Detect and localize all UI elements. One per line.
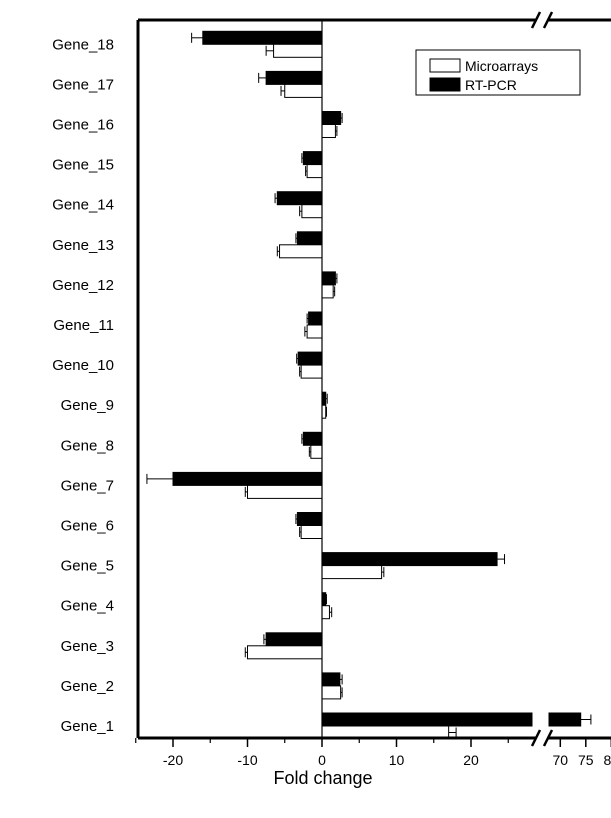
legend: Microarrays RT-PCR: [415, 49, 581, 96]
rt-pcr-bar: [321, 712, 533, 727]
axis-break-mark: [542, 11, 554, 29]
rt-pcr-bar: [202, 30, 323, 45]
rt-pcr-bar: [321, 271, 336, 286]
legend-label-microarrays: Microarrays: [465, 58, 538, 74]
microarray-bar: [321, 605, 330, 620]
rt-pcr-bar: [172, 471, 323, 486]
x-tick-label: 20: [463, 752, 479, 768]
gene-label: Gene_17: [52, 76, 114, 93]
error-bars: [146, 32, 592, 738]
rt-pcr-bar: [308, 311, 323, 326]
microarray-bar: [321, 124, 336, 138]
rt-pcr-bar: [265, 70, 323, 85]
rt-pcr-bar-continued: [548, 712, 582, 727]
gene-label: Gene_13: [52, 237, 114, 254]
gene-labels: Gene_1 Gene_2 Gene_3 Gene_4 Gene_5 Gene_6 Gene…: [52, 36, 114, 735]
rt-pcr-bar: [321, 552, 498, 567]
microarray-bar: [284, 83, 323, 98]
rt-pcr-bar: [321, 111, 342, 125]
x-tick-label: 75: [578, 752, 594, 768]
microarray-bar: [247, 645, 323, 660]
rt-pcr-bar: [297, 351, 323, 366]
x-tick-label: -20: [163, 752, 183, 768]
x-tick-label: 70: [553, 752, 569, 768]
x-tick-label: 80: [604, 752, 611, 768]
rt-pcr-bar: [276, 191, 323, 206]
legend-swatch-microarrays: [429, 58, 461, 73]
gene-label: Gene_16: [52, 117, 114, 134]
rt-pcr-bar: [296, 231, 323, 246]
microarray-bar: [273, 43, 323, 58]
gene-label: Gene_10: [52, 357, 114, 374]
x-ticks: -20 -10 0 10 20 70 75 80: [135, 738, 611, 768]
x-axis-label: Fold change: [273, 768, 372, 788]
rt-pcr-bar: [265, 632, 323, 647]
microarray-bar: [321, 284, 334, 299]
microarray-bar: [321, 685, 342, 700]
gene-label: Gene_2: [61, 678, 114, 695]
microarray-bar: [301, 204, 323, 219]
rt-pcr-bar: [296, 512, 323, 526]
gene-label: Gene_5: [61, 558, 114, 575]
gene-label: Gene_4: [61, 598, 114, 615]
bars: [172, 30, 582, 740]
axis-break-mark: [530, 11, 542, 29]
axis-break-mark: [530, 729, 542, 747]
microarray-bar: [310, 444, 323, 459]
microarray-bar: [321, 565, 383, 580]
legend-label-rt-pcr: RT-PCR: [465, 77, 517, 93]
gene-label: Gene_6: [61, 518, 114, 535]
plot-frame: [136, 11, 611, 747]
microarray-bar: [306, 164, 323, 179]
microarray-bar: [279, 244, 323, 259]
gene-label: Gene_11: [53, 317, 114, 334]
microarray-bar: [306, 324, 323, 339]
microarray-bar: [300, 364, 323, 379]
legend-swatch-rt-pcr: [429, 77, 461, 92]
x-tick-label: 0: [318, 752, 326, 768]
gene-label: Gene_14: [52, 197, 114, 214]
rt-pcr-bar: [302, 151, 323, 166]
gene-label: Gene_8: [61, 437, 114, 454]
gene-label: Gene_3: [61, 638, 114, 655]
gene-label: Gene_18: [52, 36, 114, 53]
gene-label: Gene_1: [61, 718, 114, 735]
gene-label: Gene_7: [61, 477, 114, 494]
gene-label: Gene_9: [61, 397, 114, 414]
axis-break-mark: [542, 729, 554, 747]
gene-label: Gene_15: [52, 157, 114, 174]
gene-label: Gene_12: [52, 277, 114, 294]
microarray-bar: [247, 484, 323, 499]
rt-pcr-bar: [321, 672, 341, 687]
x-tick-label: -10: [237, 752, 257, 768]
microarray-bar: [300, 525, 323, 539]
x-tick-label: 10: [389, 752, 405, 768]
rt-pcr-bar: [302, 431, 323, 446]
